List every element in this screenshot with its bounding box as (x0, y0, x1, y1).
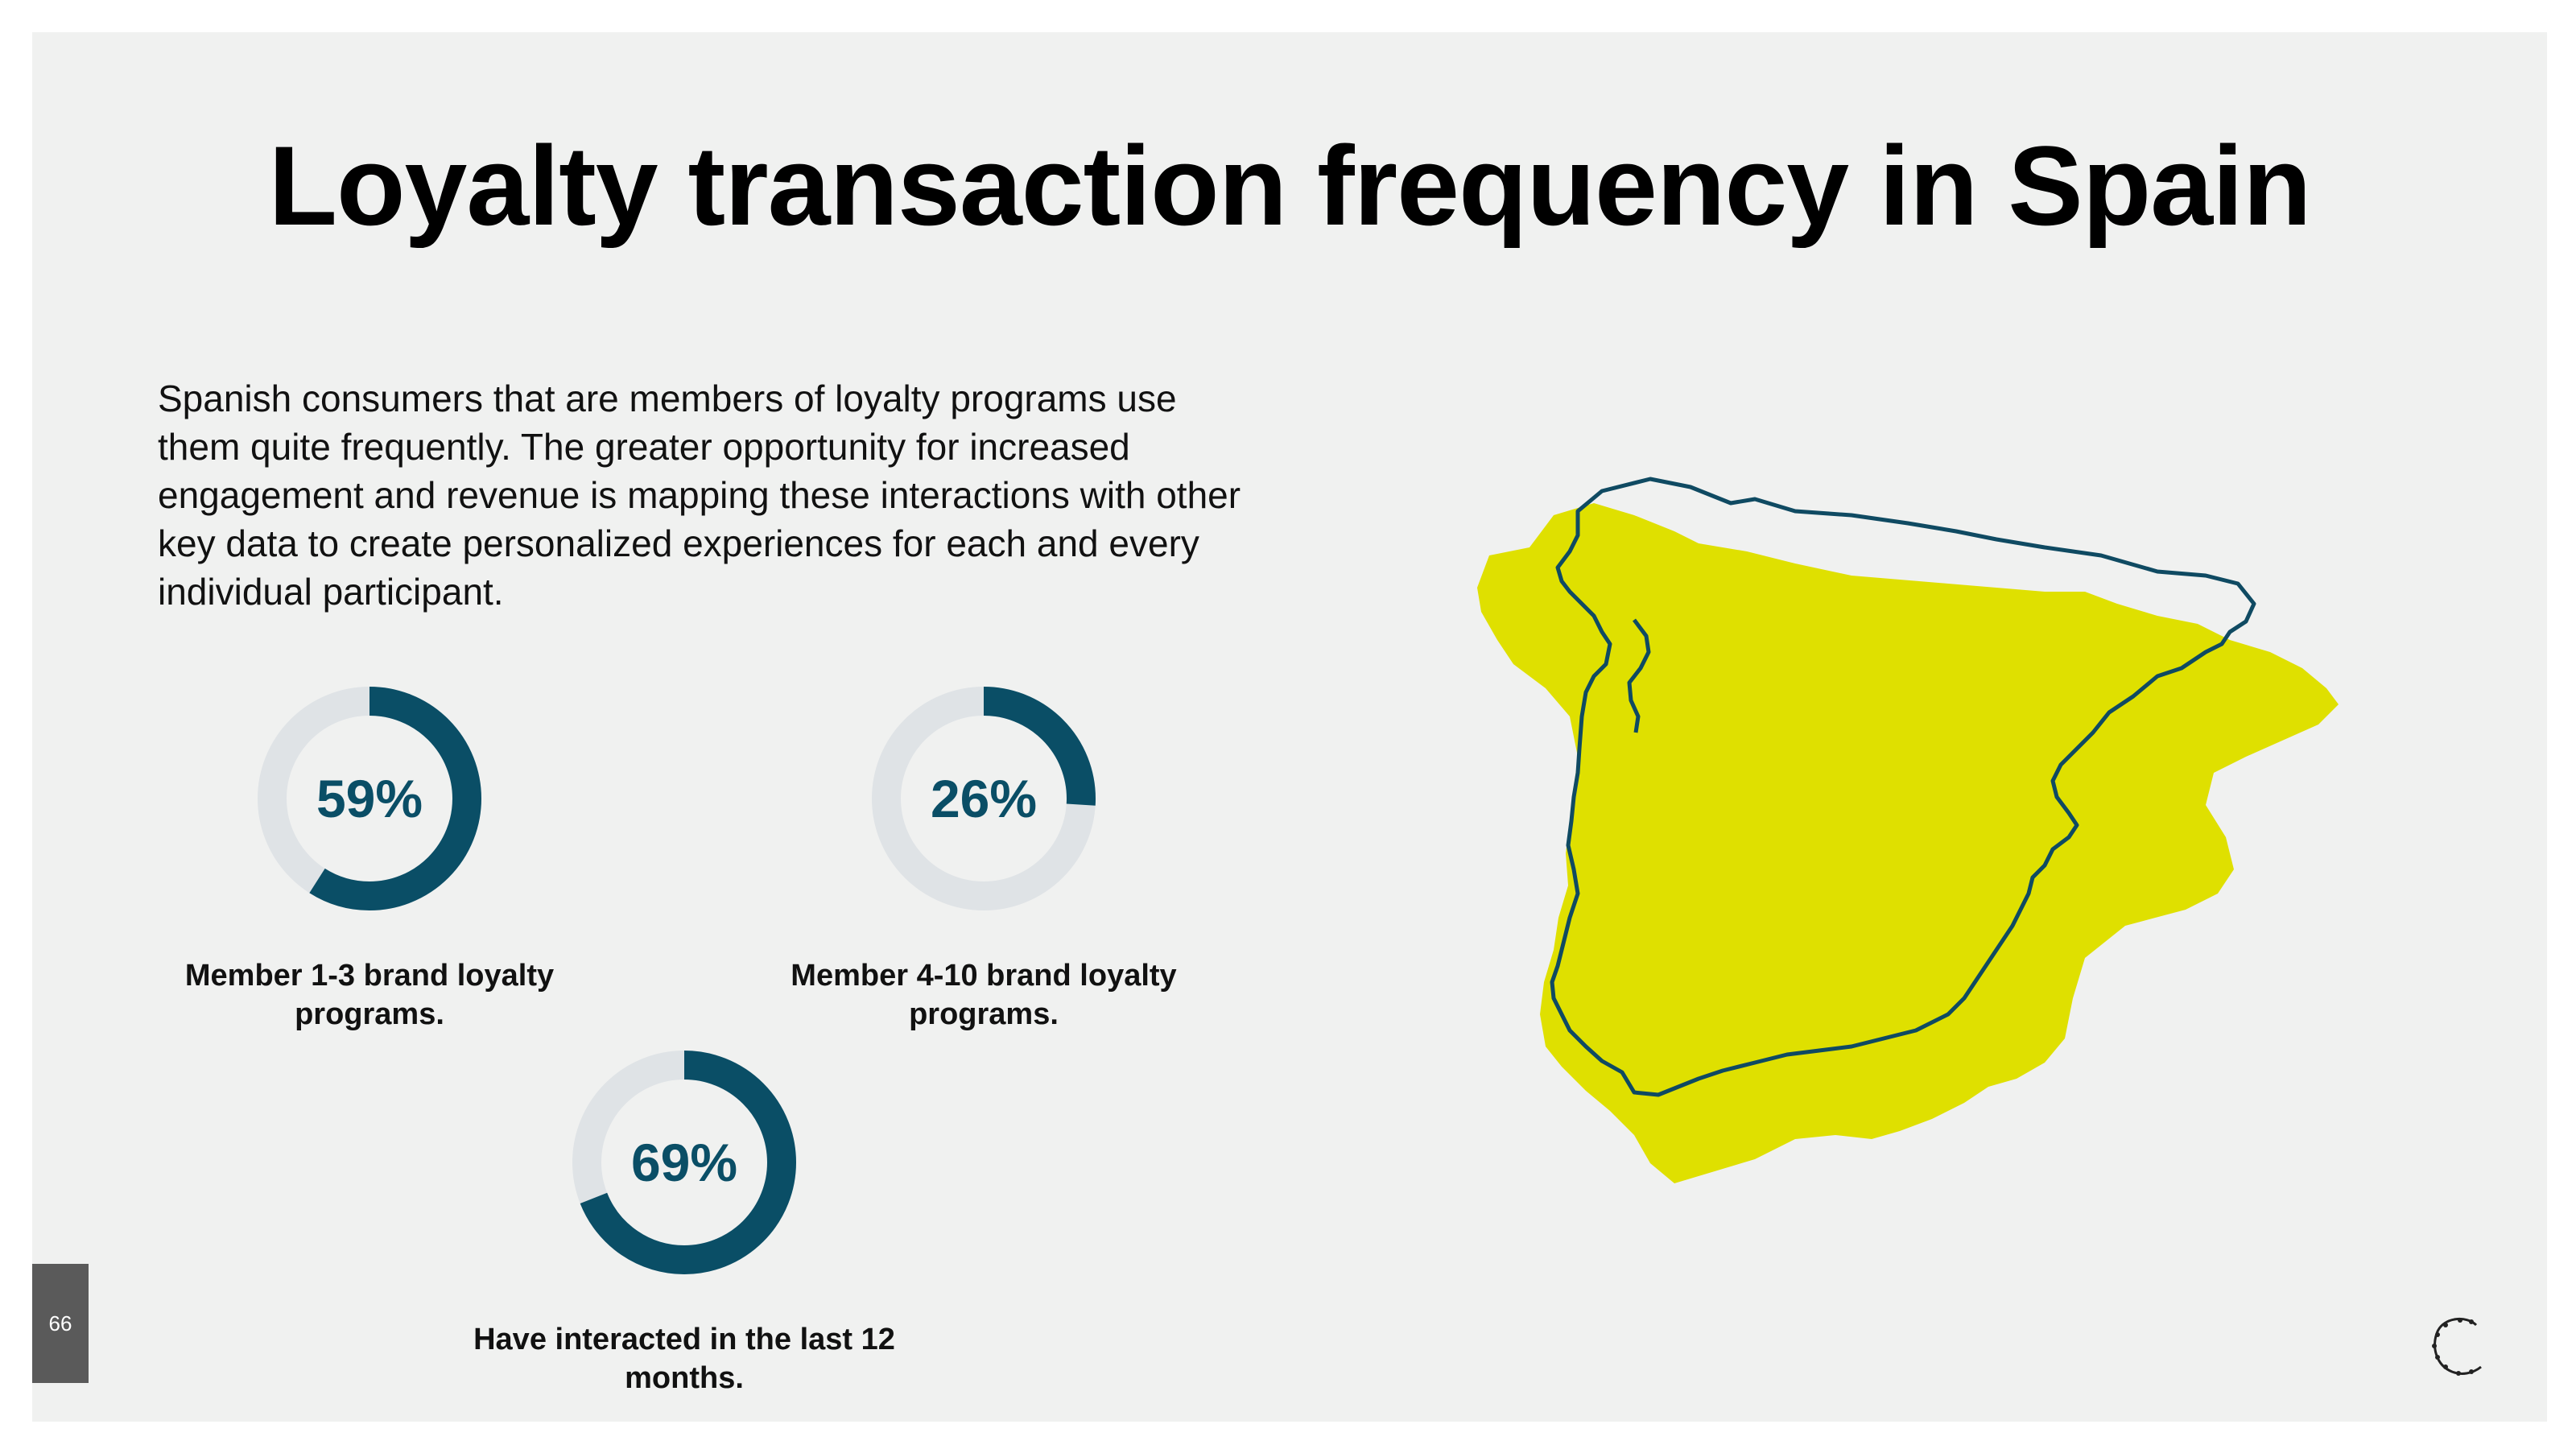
stat-card-1: 59% Member 1-3 brand loyalty programs. (88, 670, 651, 1034)
description-text: Spanish consumers that are members of lo… (158, 378, 1241, 613)
stat-value: 59% (316, 769, 423, 828)
stat-card-3: 69% Have interacted in the last 12 month… (402, 1034, 966, 1397)
spain-map-outline-inner (1627, 618, 1651, 733)
stat-caption: Member 4-10 brand loyalty programs. (791, 959, 1177, 1031)
stat-value: 69% (631, 1133, 737, 1192)
stat-caption: Have interacted in the last 12 months. (473, 1323, 895, 1395)
ring-progress (572, 1051, 796, 1274)
spain-map-fill (1477, 503, 2339, 1183)
stat-card-2: 26% Member 4-10 brand loyalty programs. (702, 670, 1265, 1034)
ring-progress (258, 687, 481, 910)
slide-title: Loyalty transaction frequency in Spain (268, 122, 2311, 249)
stat-caption: Member 1-3 brand loyalty programs. (184, 959, 555, 1031)
spain-map-icon (1477, 477, 2339, 1183)
slide: Loyalty transaction frequency in Spain S… (32, 32, 2547, 1422)
spain-map-outline (1550, 477, 2256, 1097)
ring-progress (872, 687, 1096, 910)
stat-value: 26% (931, 769, 1037, 828)
donut-chart-2: 26% (872, 687, 1096, 910)
page-number: 66 (32, 1264, 89, 1383)
wreath-c-logo-icon (2432, 1317, 2482, 1376)
donut-chart-3: 69% (572, 1051, 796, 1274)
donut-chart-1: 59% (258, 687, 481, 910)
